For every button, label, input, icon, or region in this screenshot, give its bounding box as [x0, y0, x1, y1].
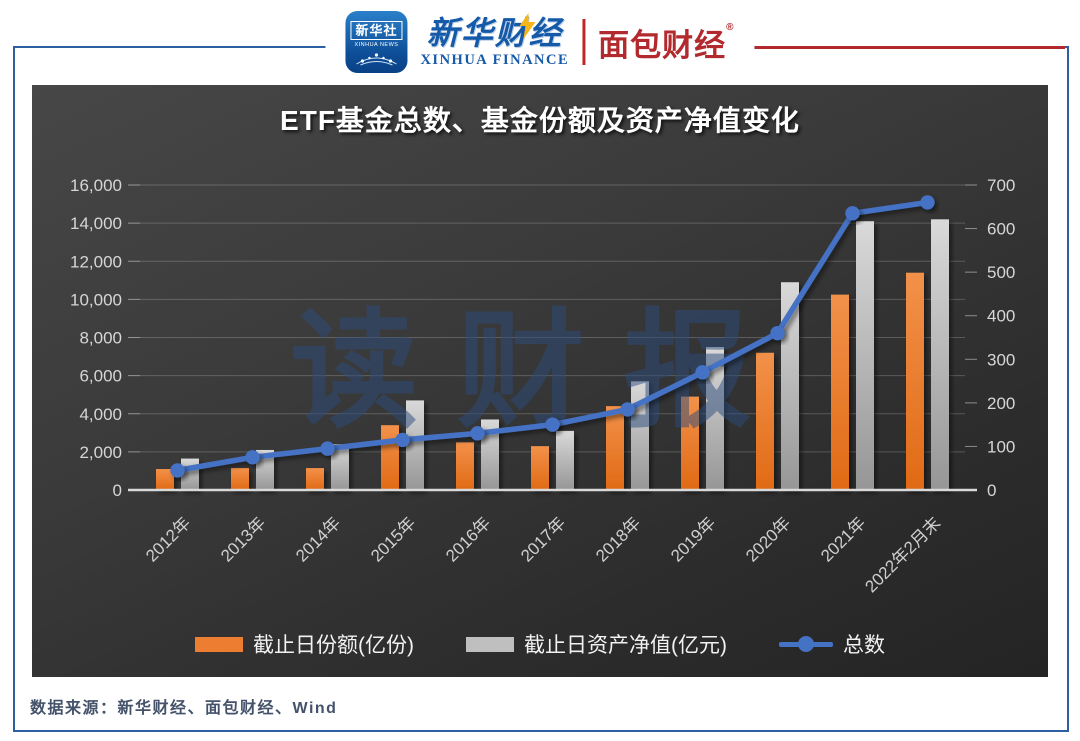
bar-net-value [406, 400, 424, 490]
right-axis-label: 200 [987, 394, 1015, 413]
x-axis-label: 2022年2月末 [861, 513, 944, 596]
legend: 截止日份额(亿份) 截止日资产净值(亿元) 总数 [32, 629, 1048, 659]
total-line-marker [620, 402, 635, 417]
right-axis-label: 500 [987, 263, 1015, 282]
bar-share [681, 396, 699, 490]
xinhua-finance-en: XINHUA FINANCE [420, 51, 570, 68]
total-line-marker [470, 426, 485, 441]
x-axis-label: 2016年 [442, 513, 494, 565]
bar-net-value [931, 219, 949, 490]
right-axis-label: 400 [987, 307, 1015, 326]
bar-share [906, 272, 924, 490]
x-axis-label: 2012年 [142, 513, 194, 565]
legend-label: 总数 [843, 634, 885, 657]
legend-swatch-line [779, 636, 833, 652]
bar-share [606, 406, 624, 490]
x-axis-label: 2021年 [817, 513, 869, 565]
bar-net-value [181, 458, 199, 490]
watermark: 读财报 [290, 300, 789, 443]
legend-item-net-value: 截止日资产净值(亿元) [466, 629, 727, 659]
total-line-marker [845, 206, 860, 221]
legend-label: 截止日份额(亿份) [253, 634, 414, 657]
legend-line-dot [798, 636, 814, 652]
legend-swatch-bar [195, 636, 243, 652]
left-axis-label: 2,000 [79, 443, 122, 462]
right-axis-label: 600 [987, 220, 1015, 239]
xinhua-news-cn: 新华社 [350, 21, 403, 40]
mianbao-finance-logo: 面包财经® [598, 20, 734, 65]
bar-share [456, 442, 474, 490]
lightning-icon [519, 12, 536, 39]
bar-share [756, 352, 774, 490]
x-axis-label: 2014年 [292, 513, 344, 565]
bar-share [306, 468, 324, 490]
right-axis-label: 100 [987, 437, 1015, 456]
x-axis-label: 2015年 [367, 513, 419, 565]
left-axis-label: 6,000 [79, 367, 122, 386]
left-axis-label: 0 [113, 481, 122, 500]
total-line-marker [395, 432, 410, 448]
x-axis-label: 2018年 [592, 513, 644, 565]
left-axis-label: 10,000 [70, 290, 122, 309]
header-line-right [560, 46, 1065, 49]
left-axis-label: 8,000 [79, 329, 122, 348]
bar-net-value [556, 430, 574, 490]
xinhua-finance-logo: 新华财经 XINHUA FINANCE [420, 12, 570, 68]
total-line-marker [245, 450, 260, 465]
total-line-marker [170, 463, 185, 478]
right-axis-label: 300 [987, 350, 1015, 369]
xinhua-news-app-icon: 新华社 XINHUA NEWS [345, 11, 408, 73]
total-line-marker [920, 195, 935, 210]
bar-net-value [331, 444, 349, 490]
xinhua-finance-cn: 新华财经 [426, 14, 563, 51]
total-line-marker [545, 417, 560, 432]
left-axis-label: 4,000 [79, 405, 122, 424]
chart-panel: ETF基金总数、基金份额及资产净值变化 0 2,000 4,000 6,000 8,00… [32, 85, 1048, 677]
legend-label: 截止日资产净值(亿元) [524, 634, 727, 657]
network-globe-icon [356, 53, 397, 66]
total-line-marker [695, 365, 710, 380]
x-axis-label: 2013年 [217, 513, 269, 565]
bar-net-value [781, 282, 799, 490]
bar-net-value [256, 449, 274, 490]
left-axis-label: 16,000 [70, 176, 122, 195]
legend-swatch-bar [466, 636, 514, 652]
registered-mark: ® [726, 22, 735, 34]
legend-item-total: 总数 [779, 629, 885, 659]
right-axis-label: 700 [987, 176, 1015, 195]
bar-share [831, 294, 849, 490]
legend-item-share: 截止日份额(亿份) [195, 629, 414, 659]
chart-title: ETF基金总数、基金份额及资产净值变化 [280, 105, 800, 136]
bar-share [531, 446, 549, 490]
total-line-marker [770, 325, 785, 341]
bar-net-value [706, 347, 724, 490]
bar-net-value [481, 419, 499, 490]
footer: 数据来源：新华财经、面包财经、Wind [30, 694, 337, 718]
right-axis-label: 0 [987, 481, 996, 500]
xinhua-news-en: XINHUA NEWS [354, 42, 399, 48]
left-axis-label: 12,000 [70, 252, 122, 271]
data-source-text: 数据来源：新华财经、面包财经、Wind [30, 700, 338, 717]
x-axis-label: 2017年 [517, 513, 569, 565]
bar-share [156, 469, 174, 490]
plot-area: 0 2,000 4,000 6,000 8,000 10,000 12,000 14,000 1… [70, 176, 1015, 596]
left-axis-label: 14,000 [70, 214, 122, 233]
header: 新华社 XINHUA NEWS 新华财经 XINHUA FINANCE 面包财经… [325, 6, 755, 78]
bar-net-value [856, 221, 874, 490]
bar-share [231, 468, 249, 490]
logo-divider [582, 19, 586, 65]
mianbao-cn: 面包财经 [598, 27, 727, 63]
x-axis-label: 2020年 [742, 513, 794, 565]
x-axis-label: 2019年 [667, 513, 719, 565]
total-line-marker [320, 441, 335, 456]
